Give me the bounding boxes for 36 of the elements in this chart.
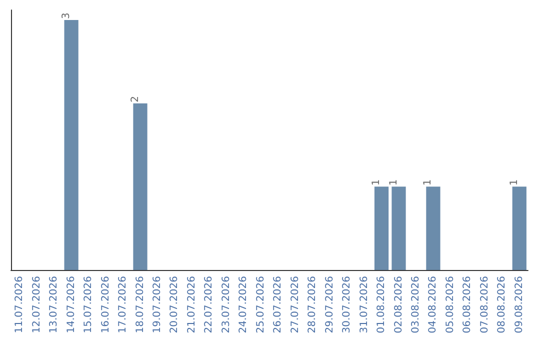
- x-tick-label: 22.07.2026: [204, 276, 215, 334]
- data-label: 1: [388, 179, 400, 186]
- x-tick-label: 20.07.2026: [169, 276, 180, 334]
- x-tick-label: 19.07.2026: [152, 276, 163, 334]
- x-tick-label: 03.08.2026: [410, 276, 422, 334]
- x-tick-label: 15.07.2026: [83, 276, 94, 334]
- x-tick-label: 14.07.2026: [66, 276, 77, 334]
- x-tick-label: 21.07.2026: [186, 276, 198, 334]
- x-tick-label: 01.08.2026: [376, 276, 388, 334]
- x-tick-label: 04.08.2026: [428, 276, 439, 334]
- x-tick-label: 16.07.2026: [100, 276, 112, 334]
- x-tick-label: 31.07.2026: [358, 276, 370, 334]
- x-tick-label: 17.07.2026: [118, 276, 129, 334]
- x-tick-label: 24.07.2026: [238, 276, 250, 334]
- x-tick-label: 18.07.2026: [134, 276, 146, 334]
- x-tick-label: 07.08.2026: [479, 276, 490, 334]
- data-label: 2: [130, 96, 141, 102]
- x-tick-label: 11.07.2026: [14, 276, 26, 334]
- x-tick-label: 30.07.2026: [342, 276, 353, 334]
- x-tick-label: 28.07.2026: [307, 276, 318, 334]
- x-tick-label: 27.07.2026: [290, 276, 301, 334]
- x-tick-label: 05.08.2026: [444, 276, 456, 334]
- x-tick-label: 12.07.2026: [31, 276, 42, 334]
- data-label: 1: [508, 179, 520, 186]
- x-tick-label: 09.08.2026: [514, 276, 525, 334]
- x-tick-label: 02.08.2026: [393, 276, 404, 334]
- x-tick-label: 29.07.2026: [324, 276, 336, 334]
- data-label: 3: [60, 12, 72, 19]
- x-tick-label: 23.07.2026: [220, 276, 232, 334]
- data-label: 1: [422, 179, 434, 186]
- x-tick-label: 26.07.2026: [272, 276, 284, 334]
- data-label: 1: [371, 179, 382, 186]
- x-tick-label: 25.07.2026: [255, 276, 266, 334]
- x-tick-label: 13.07.2026: [48, 276, 60, 334]
- x-tick-label: 08.08.2026: [496, 276, 508, 334]
- x-tick-label: 06.08.2026: [462, 276, 474, 334]
